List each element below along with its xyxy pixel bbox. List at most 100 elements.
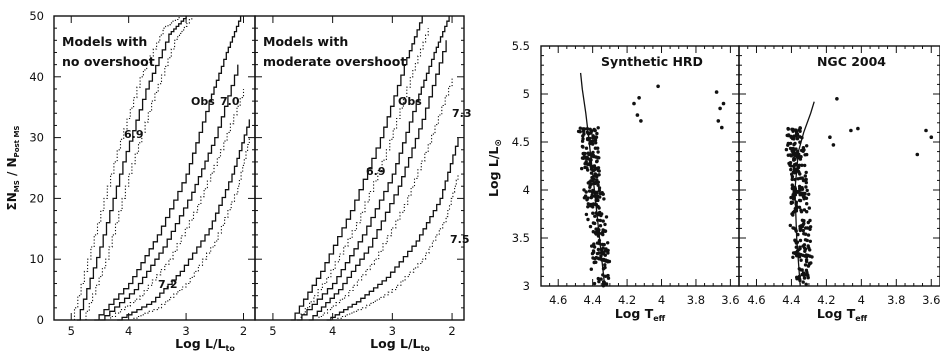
star-point bbox=[796, 177, 800, 181]
star-point bbox=[801, 228, 805, 233]
star-point bbox=[595, 190, 599, 194]
star-point bbox=[583, 162, 587, 166]
supergiant-point bbox=[639, 119, 643, 123]
series-line-6.9 bbox=[296, 28, 429, 321]
star-point bbox=[786, 141, 790, 146]
star-point bbox=[804, 180, 808, 185]
star-point bbox=[807, 192, 811, 196]
star-point bbox=[807, 206, 811, 210]
star-point bbox=[803, 178, 807, 182]
star-point bbox=[804, 282, 808, 286]
star-point bbox=[596, 150, 600, 154]
star-point bbox=[592, 281, 597, 286]
star-point bbox=[798, 126, 802, 130]
star-point bbox=[601, 252, 605, 256]
star-point bbox=[808, 239, 812, 243]
star-point bbox=[591, 142, 595, 146]
star-point bbox=[585, 155, 589, 159]
series-line-6.9 bbox=[290, 16, 423, 321]
y-axis-label-part: ΣN bbox=[5, 192, 19, 210]
star-point bbox=[790, 175, 795, 179]
series-line-7.0 bbox=[99, 64, 239, 321]
x-axis-label: Log Teff bbox=[817, 306, 868, 323]
star-point bbox=[592, 242, 596, 246]
star-point bbox=[592, 245, 597, 249]
y-tick-label: 10 bbox=[29, 252, 44, 266]
series-line-7.3 bbox=[308, 40, 447, 321]
star-point bbox=[595, 131, 599, 136]
star-point bbox=[591, 249, 596, 253]
star-point bbox=[596, 247, 601, 252]
star-point bbox=[598, 195, 602, 199]
star-point bbox=[582, 127, 587, 131]
x-axis-label-sub: to bbox=[226, 344, 236, 353]
star-point bbox=[601, 219, 605, 223]
star-point bbox=[805, 210, 809, 214]
star-point bbox=[578, 130, 582, 134]
star-point bbox=[596, 276, 600, 281]
supergiant-point bbox=[714, 90, 719, 94]
y-axis-label: ΣNMS / NPost MS bbox=[5, 126, 21, 211]
star-point bbox=[586, 205, 590, 209]
panel-title: Synthetic HRD bbox=[601, 54, 703, 69]
star-point bbox=[806, 233, 811, 237]
star-point bbox=[806, 244, 810, 248]
y-tick-label: 0 bbox=[37, 313, 44, 327]
star-point bbox=[800, 176, 804, 180]
supergiant-point bbox=[929, 135, 934, 139]
star-point bbox=[798, 245, 802, 249]
star-point bbox=[591, 230, 595, 234]
star-point bbox=[805, 188, 809, 193]
supergiant-point bbox=[849, 128, 853, 133]
x-tick-label: 4 bbox=[329, 324, 336, 338]
star-point bbox=[791, 226, 795, 230]
star-point bbox=[604, 215, 609, 219]
curve-label: 7.0 bbox=[220, 95, 240, 108]
x-axis-label-main: Log T bbox=[615, 306, 654, 321]
star-point bbox=[589, 267, 593, 271]
right-chart-hrd: 4.6 4.4 4.2 4 3.8 3.6 Synthetic HRD 4.6 4.4 4.2 4 3… bbox=[486, 39, 940, 323]
x-axis-label: Log L/Lto bbox=[175, 336, 235, 353]
y-tick-label: 4.5 bbox=[512, 135, 530, 149]
star-point bbox=[601, 228, 605, 232]
star-point bbox=[800, 163, 804, 167]
star-point bbox=[789, 164, 793, 168]
curve-label: 7.2 bbox=[158, 278, 178, 291]
supergiant-point bbox=[835, 97, 839, 101]
star-point bbox=[791, 127, 795, 132]
star-point bbox=[789, 147, 794, 151]
star-point bbox=[598, 218, 602, 223]
star-point bbox=[798, 238, 803, 243]
y-tick-label: 5 bbox=[523, 87, 530, 101]
star-point bbox=[798, 135, 802, 139]
star-point bbox=[581, 137, 585, 141]
left-subpanel-2: 5 4 3 2 Models with moderate overshoot 6.9 7.3 O… bbox=[254, 15, 472, 338]
star-point bbox=[604, 282, 609, 286]
x-tick-label: 4.4 bbox=[782, 293, 800, 307]
star-point bbox=[593, 221, 597, 226]
star-point bbox=[591, 211, 595, 215]
star-point bbox=[799, 268, 803, 272]
y-axis-label: Log L/L⊙ bbox=[486, 139, 504, 197]
star-point bbox=[591, 139, 595, 143]
panel-title: NGC 2004 bbox=[817, 54, 886, 69]
series-line-Obs bbox=[296, 16, 450, 321]
supergiant-point bbox=[718, 106, 722, 111]
plot-frame bbox=[738, 45, 940, 287]
star-point bbox=[596, 180, 600, 184]
series-line-7.2 bbox=[117, 119, 250, 321]
star-point bbox=[797, 184, 802, 189]
star-point bbox=[788, 153, 792, 157]
star-point bbox=[804, 196, 809, 200]
series-line-7.5 bbox=[326, 137, 459, 321]
star-point bbox=[803, 263, 808, 267]
star-point bbox=[596, 204, 600, 209]
x-axis-label-sub: eff bbox=[653, 314, 665, 323]
x-tick-label: 4 bbox=[125, 324, 132, 338]
star-point bbox=[586, 181, 590, 185]
x-axis-label-right-subpanel: Log L/Lto bbox=[370, 336, 430, 353]
star-point bbox=[593, 180, 598, 185]
star-point bbox=[806, 273, 810, 277]
star-point bbox=[594, 141, 598, 145]
